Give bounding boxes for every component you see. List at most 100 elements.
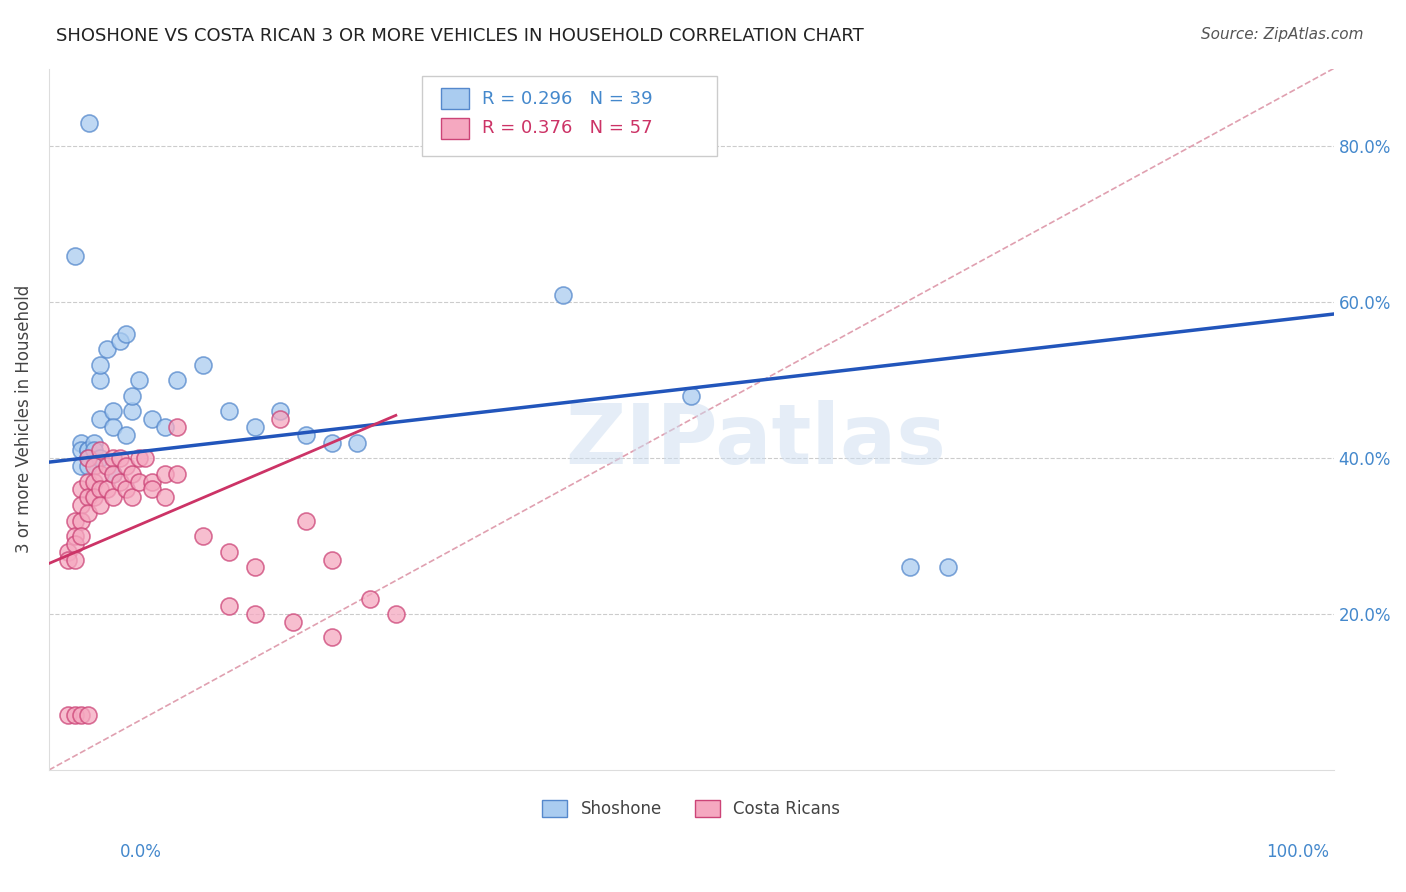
Point <box>166 420 188 434</box>
Point <box>70 708 93 723</box>
Point <box>121 467 143 481</box>
Point <box>121 389 143 403</box>
Point <box>89 483 111 497</box>
Point <box>115 458 138 473</box>
Point <box>89 358 111 372</box>
Point <box>243 607 266 621</box>
Point <box>76 451 98 466</box>
Point <box>243 560 266 574</box>
Point <box>83 490 105 504</box>
Point <box>83 475 105 489</box>
Point <box>128 451 150 466</box>
Point <box>76 451 98 466</box>
Point <box>115 427 138 442</box>
Point <box>359 591 381 606</box>
Point <box>218 545 240 559</box>
Point <box>89 412 111 426</box>
Text: R = 0.376   N = 57: R = 0.376 N = 57 <box>482 120 652 137</box>
Point <box>58 552 80 566</box>
Point <box>115 483 138 497</box>
Point <box>76 506 98 520</box>
Text: 0.0%: 0.0% <box>120 843 162 861</box>
Point <box>191 358 214 372</box>
Point <box>141 475 163 489</box>
Point <box>70 435 93 450</box>
Text: ZIPatlas: ZIPatlas <box>565 400 946 481</box>
Point <box>70 483 93 497</box>
Point <box>76 475 98 489</box>
Point <box>166 373 188 387</box>
Point <box>134 451 156 466</box>
Point <box>70 529 93 543</box>
Point <box>321 631 343 645</box>
Point <box>108 334 131 349</box>
Y-axis label: 3 or more Vehicles in Household: 3 or more Vehicles in Household <box>15 285 32 553</box>
Point <box>70 443 93 458</box>
Text: R = 0.296   N = 39: R = 0.296 N = 39 <box>482 90 652 108</box>
Point <box>321 435 343 450</box>
FancyBboxPatch shape <box>422 76 717 156</box>
Point <box>103 404 125 418</box>
Point <box>385 607 408 621</box>
Point <box>83 435 105 450</box>
Text: 100.0%: 100.0% <box>1265 843 1329 861</box>
Point <box>108 475 131 489</box>
Point <box>76 708 98 723</box>
Point <box>681 389 703 403</box>
Point <box>103 467 125 481</box>
Point <box>191 529 214 543</box>
Point <box>76 443 98 458</box>
Point <box>243 420 266 434</box>
Text: SHOSHONE VS COSTA RICAN 3 OR MORE VEHICLES IN HOUSEHOLD CORRELATION CHART: SHOSHONE VS COSTA RICAN 3 OR MORE VEHICL… <box>56 27 865 45</box>
Point <box>70 514 93 528</box>
Point <box>103 467 125 481</box>
Point <box>898 560 921 574</box>
Point <box>89 467 111 481</box>
Point <box>936 560 959 574</box>
Point <box>63 514 86 528</box>
Point <box>58 708 80 723</box>
Point <box>77 116 100 130</box>
Point <box>141 483 163 497</box>
Point <box>63 552 86 566</box>
Point <box>551 287 574 301</box>
Point <box>295 427 318 442</box>
Point <box>103 420 125 434</box>
Bar <box>441 118 470 138</box>
Bar <box>441 88 470 109</box>
Point <box>70 498 93 512</box>
Point <box>96 483 118 497</box>
Point <box>83 458 105 473</box>
Point <box>96 342 118 356</box>
Point <box>128 373 150 387</box>
Point <box>76 458 98 473</box>
Text: Source: ZipAtlas.com: Source: ZipAtlas.com <box>1201 27 1364 42</box>
Point <box>295 514 318 528</box>
Point <box>141 412 163 426</box>
Point <box>83 443 105 458</box>
Point <box>346 435 368 450</box>
Legend: Shoshone, Costa Ricans: Shoshone, Costa Ricans <box>536 793 846 825</box>
Point <box>103 490 125 504</box>
Point <box>96 458 118 473</box>
Point <box>321 552 343 566</box>
Point <box>58 545 80 559</box>
Point <box>63 708 86 723</box>
Point <box>89 373 111 387</box>
Point <box>115 326 138 341</box>
Point <box>89 498 111 512</box>
Point <box>108 451 131 466</box>
Point <box>281 615 304 629</box>
Point <box>89 451 111 466</box>
Point <box>103 451 125 466</box>
Point <box>218 404 240 418</box>
Point <box>121 490 143 504</box>
Point <box>76 490 98 504</box>
Point <box>153 467 176 481</box>
Point <box>63 529 86 543</box>
Point <box>76 443 98 458</box>
Point <box>218 599 240 614</box>
Point <box>153 490 176 504</box>
Point <box>128 475 150 489</box>
Point <box>121 404 143 418</box>
